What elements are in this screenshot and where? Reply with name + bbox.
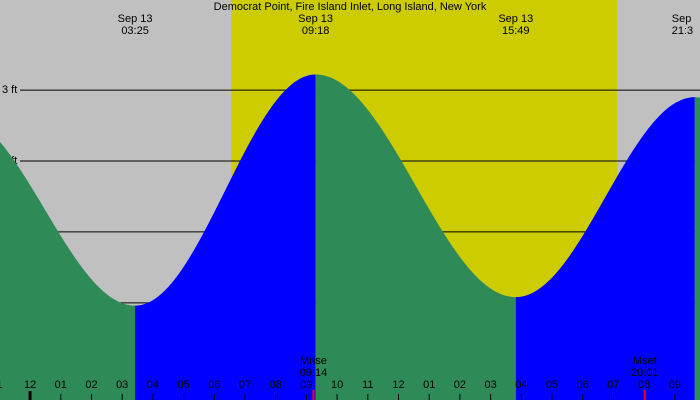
moon-event-name: Mset bbox=[633, 355, 657, 367]
chart-title: Democrat Point, Fire Island Inlet, Long … bbox=[214, 1, 487, 13]
extreme-time: 15:49 bbox=[502, 25, 530, 37]
x-tick-label: 07 bbox=[239, 379, 251, 391]
extreme-time: 09:18 bbox=[302, 25, 330, 37]
x-tick-label: 01 bbox=[423, 379, 435, 391]
tide-area bbox=[135, 74, 316, 400]
x-tick-label: 05 bbox=[177, 379, 189, 391]
extreme-date: Sep 13 bbox=[298, 13, 333, 25]
x-tick-label: 04 bbox=[147, 379, 159, 391]
x-tick-label: 1 bbox=[0, 379, 2, 391]
extreme-date: Sep bbox=[672, 13, 692, 25]
x-tick-label: 04 bbox=[515, 379, 527, 391]
x-tick-label: 08 bbox=[638, 379, 650, 391]
extreme-time: 03:25 bbox=[121, 25, 149, 37]
tide-area bbox=[515, 97, 695, 400]
moon-event-time: 20:01 bbox=[631, 367, 659, 379]
x-tick-label: 06 bbox=[577, 379, 589, 391]
x-tick-label: 01 bbox=[55, 379, 67, 391]
moon-event-name: Mrise bbox=[300, 355, 327, 367]
x-tick-label: 03 bbox=[484, 379, 496, 391]
x-tick-label: 12 bbox=[24, 379, 36, 391]
x-tick-label: 12 bbox=[392, 379, 404, 391]
extreme-date: Sep 13 bbox=[498, 13, 533, 25]
tide-area bbox=[0, 141, 136, 400]
x-tick-label: 09 bbox=[669, 379, 681, 391]
x-tick-label: 03 bbox=[116, 379, 128, 391]
x-tick-label: 10 bbox=[331, 379, 343, 391]
moon-event-time: 09:14 bbox=[300, 367, 328, 379]
tide-area bbox=[694, 97, 700, 400]
extreme-time: 21:3 bbox=[672, 25, 693, 37]
x-tick-label: 07 bbox=[607, 379, 619, 391]
extreme-date: Sep 13 bbox=[118, 13, 153, 25]
x-tick-label: 09 bbox=[300, 379, 312, 391]
x-tick-label: 11 bbox=[362, 379, 373, 391]
x-tick-label: 02 bbox=[454, 379, 466, 391]
y-tick-label: 3 ft bbox=[2, 84, 17, 96]
x-tick-label: 06 bbox=[208, 379, 220, 391]
tide-area bbox=[315, 74, 516, 400]
x-tick-label: 02 bbox=[85, 379, 97, 391]
x-tick-label: 08 bbox=[270, 379, 282, 391]
x-tick-label: 05 bbox=[546, 379, 558, 391]
